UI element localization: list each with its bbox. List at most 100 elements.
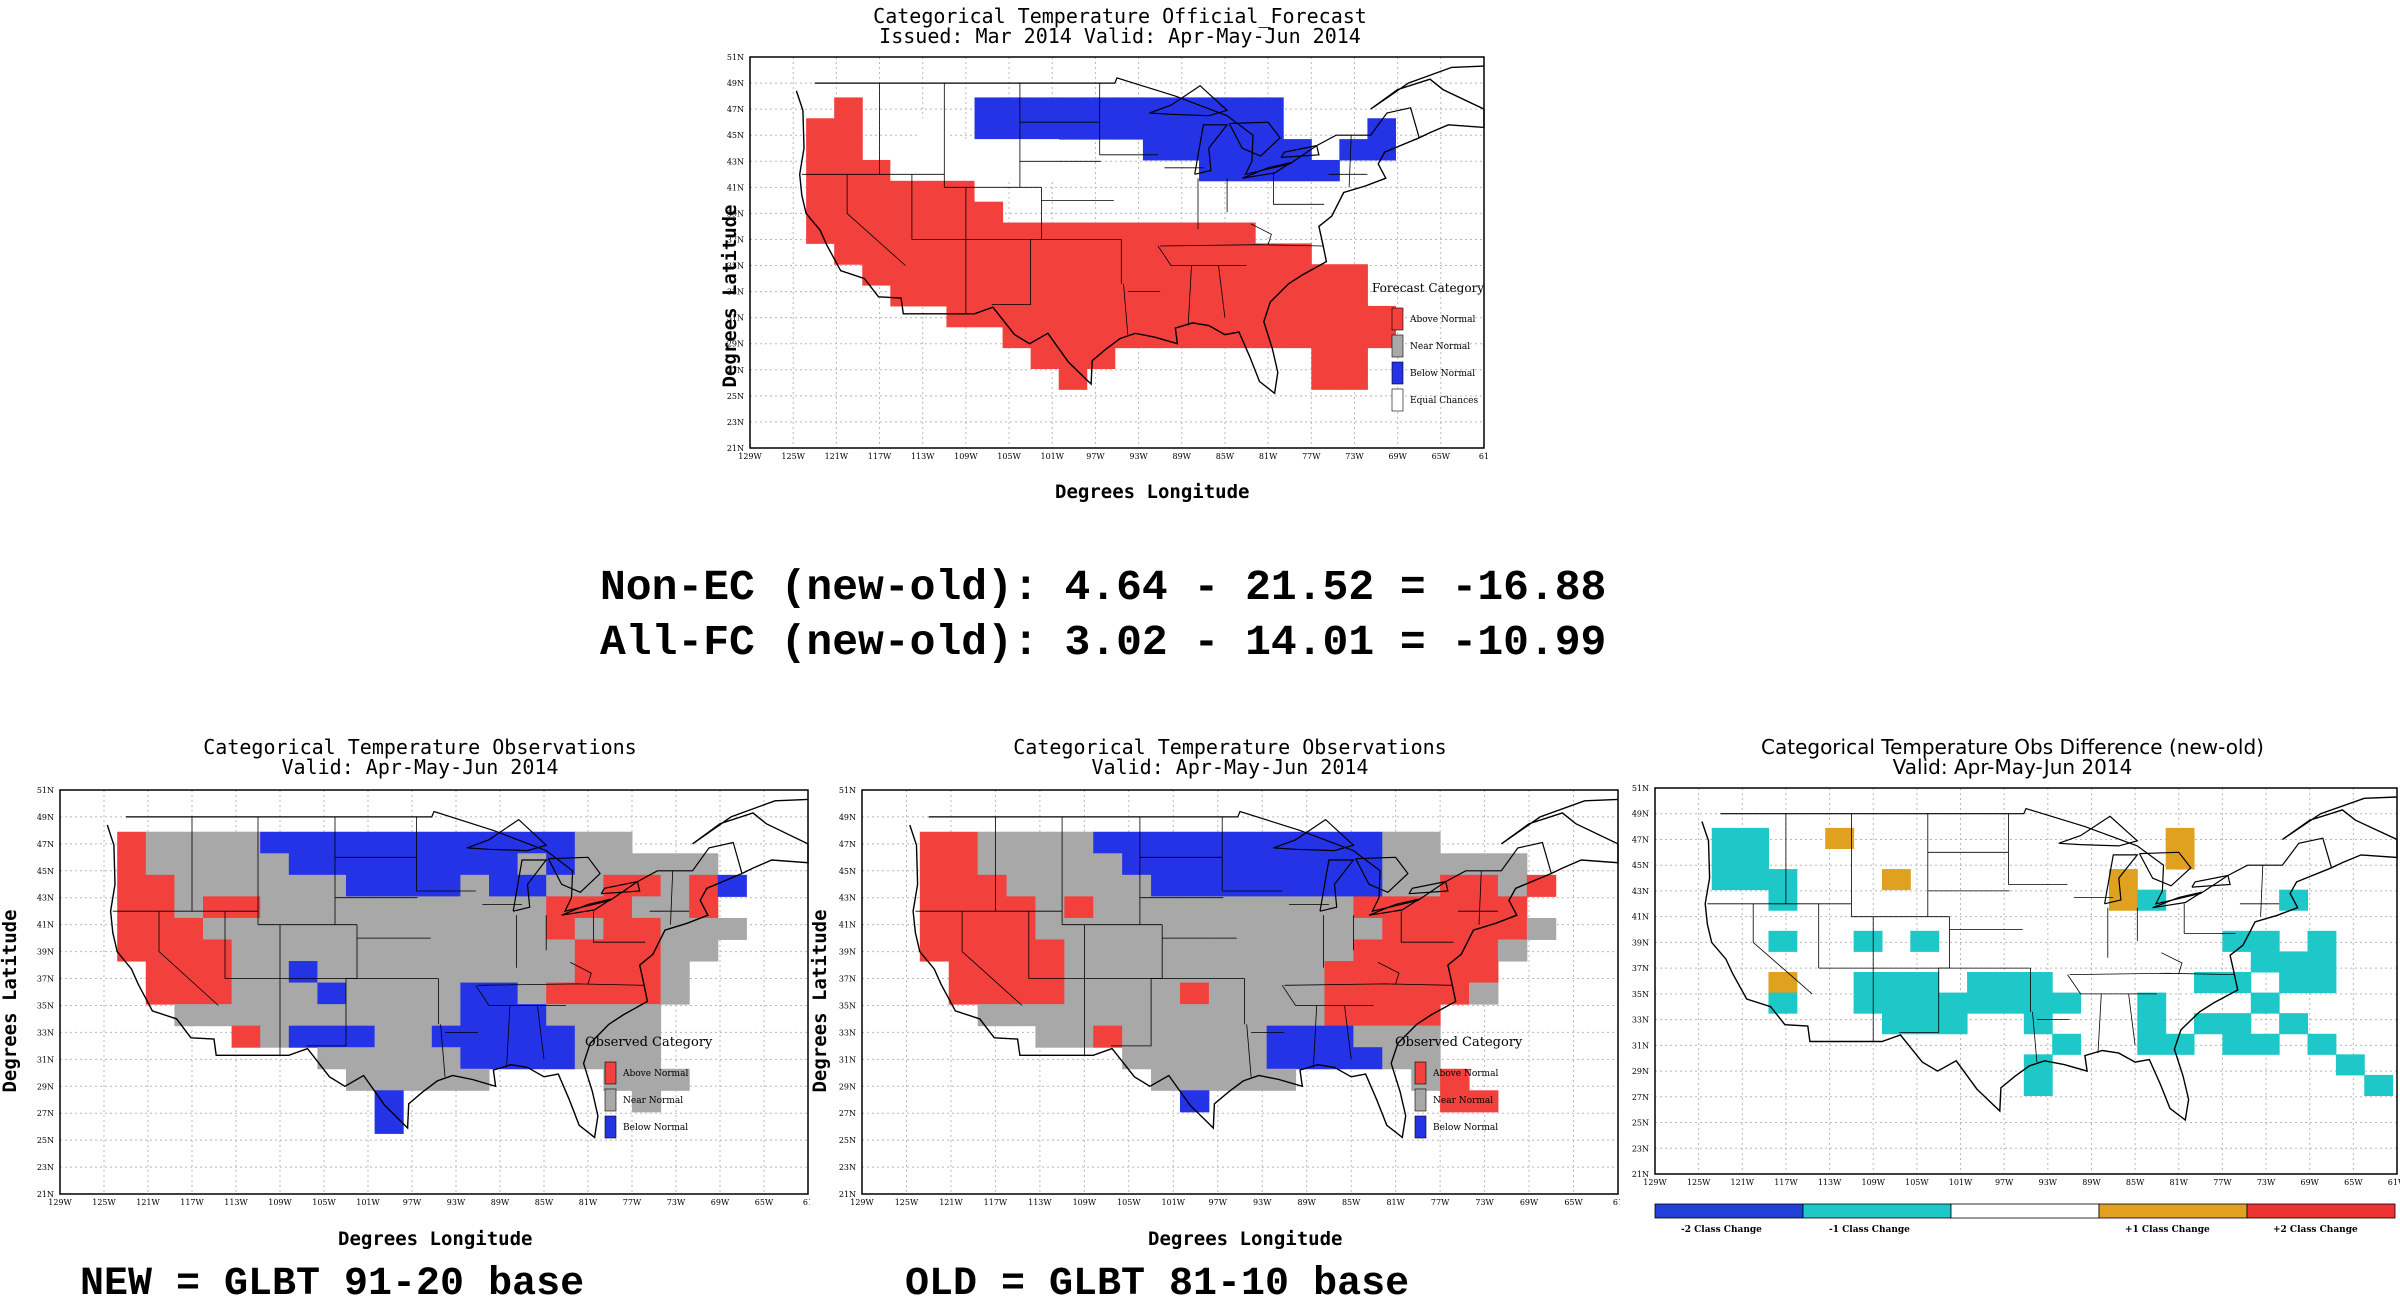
above-normal-cell xyxy=(977,982,1008,1005)
above-normal-cell xyxy=(1002,285,1032,307)
minus-one-class-cell xyxy=(2307,1033,2337,1055)
legend-label: Below Normal xyxy=(1433,1123,1498,1133)
below-normal-cell xyxy=(546,1047,576,1070)
above-normal-cell xyxy=(806,201,835,224)
near-normal-cell xyxy=(1064,831,1094,854)
below-normal-cell xyxy=(460,831,490,854)
below-normal-cell xyxy=(1086,118,1116,140)
above-normal-cell xyxy=(1142,243,1172,265)
above-normal-cell xyxy=(862,201,891,224)
latitude-tick-label: 25N xyxy=(727,392,744,401)
legend-label: Near Normal xyxy=(623,1096,683,1106)
above-normal-cell xyxy=(1469,896,1499,919)
above-normal-cell xyxy=(946,305,976,328)
state-border xyxy=(2183,903,2236,934)
below-normal-cell xyxy=(1114,97,1144,119)
below-normal-cell xyxy=(317,1025,347,1048)
above-normal-cell xyxy=(603,917,633,940)
near-normal-cell xyxy=(1353,1025,1383,1048)
above-normal-cell xyxy=(834,118,863,140)
above-normal-cell xyxy=(174,917,204,940)
above-normal-cell xyxy=(1411,896,1441,919)
above-normal-cell xyxy=(1283,285,1312,307)
great-lake-outline xyxy=(547,856,601,894)
below-normal-cell xyxy=(1237,874,1268,897)
below-normal-cell xyxy=(1002,97,1032,119)
longitude-tick-label: 121W xyxy=(825,452,849,461)
near-normal-cell xyxy=(231,961,261,984)
minus-one-class-cell xyxy=(1768,869,1798,891)
above-normal-cell xyxy=(890,180,919,203)
colorbar-label: +2 Class Change xyxy=(2273,1225,2358,1235)
near-normal-cell xyxy=(1237,1025,1268,1048)
below-normal-cell xyxy=(1114,118,1144,140)
above-normal-cell xyxy=(1411,982,1441,1005)
above-normal-cell xyxy=(1058,243,1088,265)
above-normal-cell xyxy=(1199,264,1228,286)
above-normal-cell xyxy=(1142,222,1172,244)
above-normal-cell xyxy=(948,874,979,897)
below-normal-cell xyxy=(317,982,347,1005)
above-normal-cell xyxy=(1469,1090,1499,1113)
near-normal-cell xyxy=(260,1004,290,1027)
near-normal-cell xyxy=(403,1068,433,1091)
minus-one-class-cell xyxy=(2250,992,2280,1014)
longitude-tick-label: 117W xyxy=(868,452,892,461)
near-normal-cell xyxy=(460,917,490,940)
state-border xyxy=(1284,983,1453,986)
below-normal-cell xyxy=(1199,159,1228,182)
near-normal-cell xyxy=(603,853,633,876)
near-normal-cell xyxy=(1382,1047,1412,1070)
latitude-tick-label: 45N xyxy=(839,867,856,876)
latitude-tick-label: 51N xyxy=(839,786,856,795)
equal-chances-cell xyxy=(890,159,919,182)
above-normal-cell xyxy=(974,243,1004,265)
below-normal-cell xyxy=(974,97,1004,119)
near-normal-cell xyxy=(1035,874,1065,897)
state-border xyxy=(670,870,674,925)
above-normal-cell xyxy=(603,982,633,1005)
above-normal-cell xyxy=(890,243,919,265)
near-normal-cell xyxy=(374,896,404,919)
near-normal-cell xyxy=(1122,896,1152,919)
minus-one-class-cell xyxy=(2023,1013,2053,1035)
near-normal-cell xyxy=(1151,1047,1181,1070)
axis-ticks: 51N 49N 47N 45N 43N 41N 39N 37N 35N 33N 31N 29N 27N 2… xyxy=(839,786,1620,1207)
longitude-tick-label: 101W xyxy=(1162,1198,1186,1207)
above-normal-cell xyxy=(145,874,175,897)
near-normal-cell xyxy=(1064,982,1094,1005)
above-normal-cell xyxy=(806,159,835,182)
above-normal-cell xyxy=(1006,982,1036,1005)
longitude-tick-label: 81W xyxy=(2170,1178,2189,1187)
above-normal-cell xyxy=(948,853,979,876)
near-normal-cell xyxy=(1324,939,1354,962)
below-normal-cell xyxy=(346,1025,376,1048)
above-normal-cell xyxy=(1086,222,1116,244)
above-normal-cell xyxy=(948,961,979,984)
above-normal-cell xyxy=(1353,982,1383,1005)
near-normal-cell xyxy=(1382,831,1412,854)
above-normal-cell xyxy=(918,285,947,307)
near-normal-cell xyxy=(660,853,690,876)
near-normal-cell xyxy=(1064,853,1094,876)
above-normal-cell xyxy=(231,896,261,919)
longitude-tick-label: 65W xyxy=(2344,1178,2363,1187)
near-normal-cell xyxy=(517,853,547,876)
above-normal-cell xyxy=(1367,305,1396,328)
above-normal-cell xyxy=(806,118,835,140)
above-normal-cell xyxy=(1114,305,1144,328)
near-normal-cell xyxy=(1035,1025,1065,1048)
above-normal-cell xyxy=(834,139,863,161)
above-normal-cell xyxy=(1030,264,1060,286)
longitude-tick-label: 69W xyxy=(711,1198,730,1207)
above-normal-cell xyxy=(1002,305,1032,328)
near-normal-cell xyxy=(374,1068,404,1091)
above-normal-cell xyxy=(1035,939,1065,962)
below-normal-cell xyxy=(374,831,404,854)
below-normal-cell xyxy=(546,853,576,876)
above-normal-cell xyxy=(1142,264,1172,286)
above-normal-cell xyxy=(1093,1025,1123,1048)
latitude-tick-label: 49N xyxy=(727,79,744,88)
below-normal-cell xyxy=(1353,874,1383,897)
below-normal-cell xyxy=(1058,97,1088,119)
